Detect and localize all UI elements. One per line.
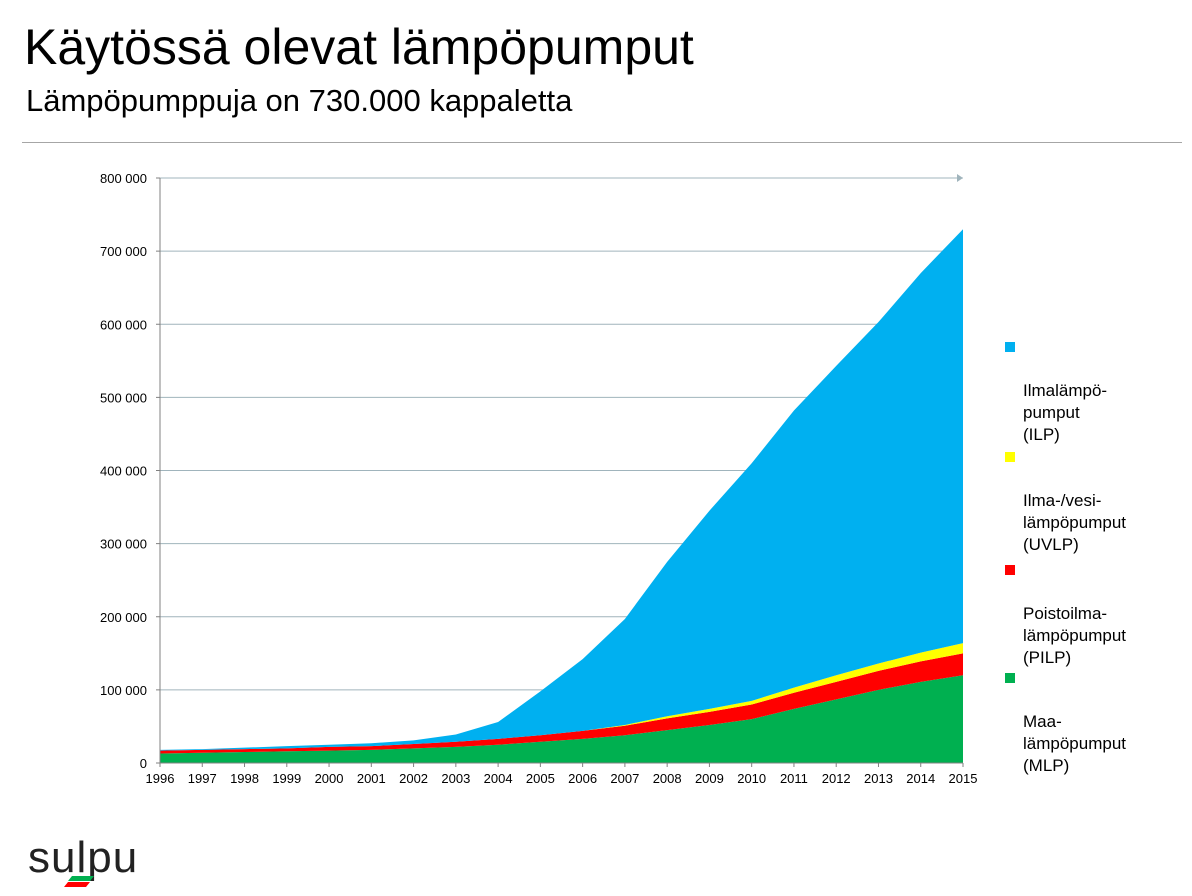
legend-swatch-uvlp xyxy=(1005,452,1015,462)
x-tick-label: 2013 xyxy=(864,771,893,786)
y-tick-label: 300 000 xyxy=(100,537,147,552)
logo-flag-mark xyxy=(64,876,94,887)
legend-swatch-ilp xyxy=(1005,342,1015,352)
y-tick-label: 500 000 xyxy=(100,390,147,405)
area-series-3 xyxy=(160,229,963,751)
x-tick-label: 2007 xyxy=(610,771,639,786)
legend-item-mlp: Maa- lämpöpumput (MLP) xyxy=(1005,667,1185,799)
title-divider xyxy=(22,142,1182,143)
y-tick-label: 0 xyxy=(140,756,147,771)
sulpu-logo: sulpu xyxy=(28,832,168,892)
legend-swatch-pilp xyxy=(1005,565,1015,575)
x-tick-label: 2009 xyxy=(695,771,724,786)
legend-swatch-mlp xyxy=(1005,673,1015,683)
x-tick-label: 2004 xyxy=(484,771,513,786)
legend-label-mlp: Maa- lämpöpumput (MLP) xyxy=(1023,712,1127,775)
x-tick-label: 1999 xyxy=(272,771,301,786)
x-tick-label: 2012 xyxy=(822,771,851,786)
x-tick-label: 1997 xyxy=(188,771,217,786)
x-tick-label: 2015 xyxy=(949,771,978,786)
legend-label-ilp: Ilmalämpö- pumput (ILP) xyxy=(1023,381,1108,444)
area-series-1 xyxy=(160,653,963,754)
y-tick-label: 100 000 xyxy=(100,683,147,698)
y-tick-label: 600 000 xyxy=(100,317,147,332)
area-series-0 xyxy=(160,675,963,763)
x-tick-label: 2010 xyxy=(737,771,766,786)
slide-subtitle: Lämpöpumppuja on 730.000 kappaletta xyxy=(26,83,573,118)
x-tick-label: 1998 xyxy=(230,771,259,786)
x-tick-label: 2008 xyxy=(653,771,682,786)
chart-legend: Ilmalämpö- pumput (ILP) Ilma-/vesi- lämp… xyxy=(1005,336,1185,799)
logo-wordmark: sulpu xyxy=(28,833,139,882)
x-tick-label: 2005 xyxy=(526,771,555,786)
y-tick-label: 800 000 xyxy=(100,171,147,186)
x-tick-label: 2001 xyxy=(357,771,386,786)
y-tick-label: 400 000 xyxy=(100,464,147,479)
x-tick-label: 2006 xyxy=(568,771,597,786)
slide-title: Käytössä olevat lämpöpumput xyxy=(24,19,694,75)
legend-item-pilp: Poistoilma- lämpöpumput (PILP) xyxy=(1005,559,1185,667)
x-tick-label: 2011 xyxy=(780,771,808,786)
y-tick-label: 700 000 xyxy=(100,244,147,259)
y-tick-label: 200 000 xyxy=(100,610,147,625)
gridline-arrow xyxy=(957,174,963,182)
legend-item-uvlp: Ilma-/vesi- lämpöpumput (UVLP) xyxy=(1005,446,1185,559)
x-tick-label: 1996 xyxy=(146,771,175,786)
legend-item-ilp: Ilmalämpö- pumput (ILP) xyxy=(1005,336,1185,446)
x-tick-label: 2003 xyxy=(441,771,470,786)
x-tick-label: 2014 xyxy=(906,771,935,786)
x-tick-label: 2002 xyxy=(399,771,428,786)
legend-label-pilp: Poistoilma- lämpöpumput (PILP) xyxy=(1023,604,1127,667)
x-tick-label: 2000 xyxy=(315,771,344,786)
legend-label-uvlp: Ilma-/vesi- lämpöpumput (UVLP) xyxy=(1023,491,1127,554)
